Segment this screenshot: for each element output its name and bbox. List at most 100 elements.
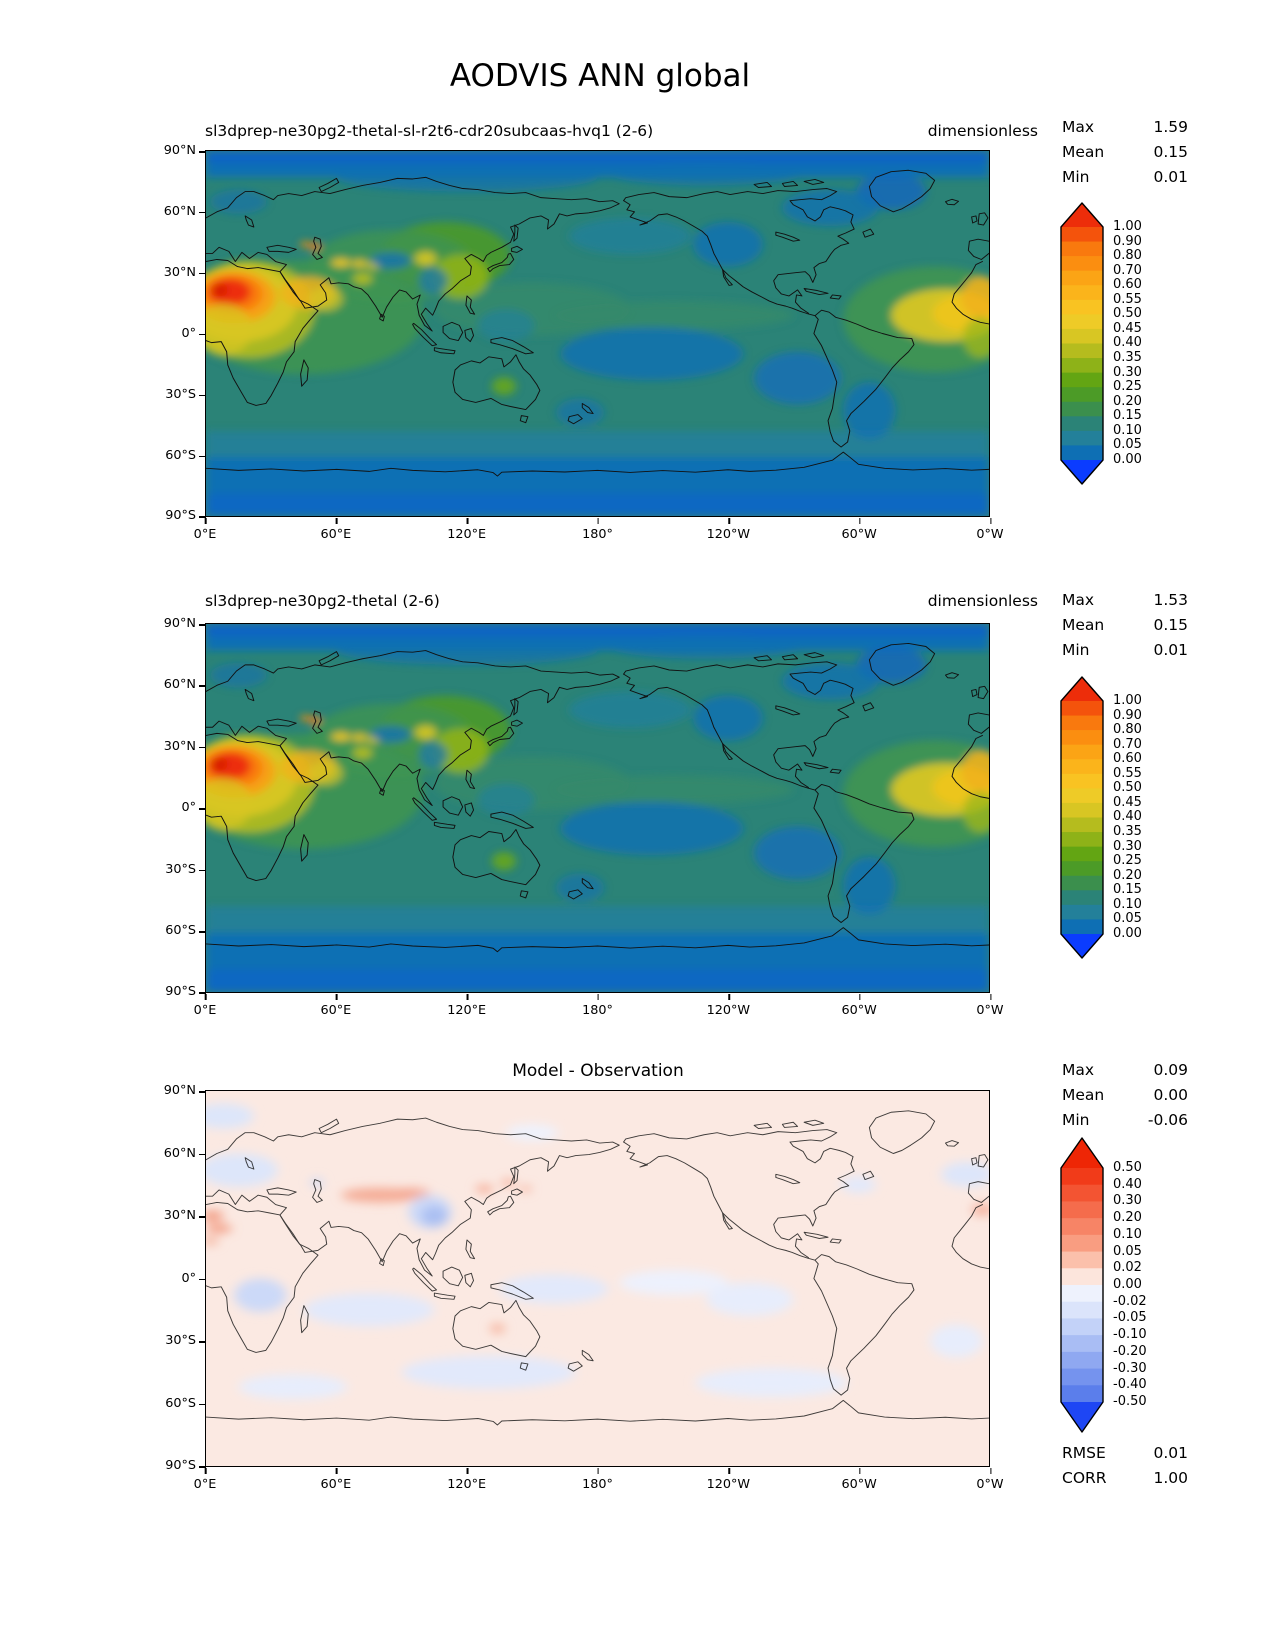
lat-tick-label: 30°S <box>122 862 206 877</box>
lat-tick-label: 30°N <box>122 1208 206 1223</box>
extra-stats-block: RMSE 0.01 CORR 1.00 <box>1062 1441 1188 1491</box>
stat-corr-value: 1.00 <box>1153 1469 1188 1487</box>
colorbar-tick-label: 0.45 <box>1113 794 1142 810</box>
lat-tick-label: 90°N <box>122 1083 206 1098</box>
lat-tick-label: 0° <box>122 326 206 341</box>
lat-tick-label: 30°S <box>122 387 206 402</box>
colorbar-tick-label: 0.00 <box>1113 451 1142 467</box>
lat-tick-label: 60°N <box>122 1146 206 1161</box>
lon-tick-label: 120°W <box>706 518 751 542</box>
stats-block: Max 1.59 Mean 0.15 Min 0.01 <box>1062 115 1188 190</box>
lon-tick-label: 0°E <box>193 1468 217 1492</box>
lon-tick-label: 180° <box>582 1468 613 1492</box>
lat-tick-label: 60°N <box>122 677 206 692</box>
colorbar-tick-label: 0.15 <box>1113 882 1142 898</box>
colorbar-tick-label: -0.02 <box>1113 1293 1147 1309</box>
map-model-1 <box>205 150 990 517</box>
lon-tick-label: 180° <box>582 518 613 542</box>
colorbar-1 <box>1060 202 1104 485</box>
lat-tick-label: 90°N <box>122 143 206 158</box>
lat-tick-label: 30°N <box>122 739 206 754</box>
colorbar-tick-label: 0.50 <box>1113 780 1142 796</box>
lon-tick-label: 0°E <box>193 994 217 1018</box>
lon-tick-label: 60°E <box>320 1468 352 1492</box>
stat-max-value: 1.59 <box>1153 118 1188 136</box>
colorbar-tick-label: 0.50 <box>1113 1160 1142 1175</box>
stat-min-value: -0.06 <box>1147 1111 1188 1129</box>
stat-min-value: 0.01 <box>1153 168 1188 186</box>
colorbar-tick-label: -0.30 <box>1113 1360 1147 1376</box>
colorbar-tick-label: 0.20 <box>1113 867 1142 883</box>
units-label: dimensionless <box>927 122 1038 140</box>
colorbar-tick-label: -0.10 <box>1113 1327 1147 1343</box>
figure-title: AODVIS ANN global <box>449 58 751 94</box>
map-model-2 <box>205 623 990 993</box>
colorbar-tick-label: 0.25 <box>1113 853 1142 869</box>
stat-corr-label: CORR <box>1062 1469 1107 1487</box>
lon-tick-label: 120°E <box>447 1468 487 1492</box>
colorbar-tick-label: 0.05 <box>1113 911 1142 927</box>
colorbar-tick-label: 0.40 <box>1113 809 1142 825</box>
lon-tick-label: 60°W <box>841 518 877 542</box>
lat-tick-label: 90°S <box>122 508 206 523</box>
lat-tick-label: 0° <box>122 1271 206 1286</box>
lon-tick-label: 60°E <box>320 518 352 542</box>
colorbar-tick-label: 0.60 <box>1113 277 1142 293</box>
colorbar-tick-label: 1.00 <box>1113 693 1142 708</box>
stat-mean-value: 0.15 <box>1153 143 1188 161</box>
colorbar-tick-label: 0.60 <box>1113 751 1142 767</box>
lon-tick-label: 0°E <box>193 518 217 542</box>
lon-tick-label: 60°W <box>841 994 877 1018</box>
stat-mean-label: Mean <box>1062 143 1105 161</box>
colorbar-tick-label: 0.45 <box>1113 320 1142 336</box>
lat-tick-label: 0° <box>122 800 206 815</box>
colorbar-tick-label: -0.50 <box>1113 1393 1147 1409</box>
lat-tick-label: 60°S <box>122 1396 206 1411</box>
lon-tick-label: 120°W <box>706 1468 751 1492</box>
lat-tick-label: 90°S <box>122 1458 206 1473</box>
lon-tick-label: 120°E <box>447 518 487 542</box>
lon-tick-label: 60°E <box>320 994 352 1018</box>
colorbar-tick-label: 0.00 <box>1113 925 1142 941</box>
lon-tick-label: 0°W <box>976 1468 1004 1492</box>
subplot-title: sl3dprep-ne30pg2-thetal-sl-r2t6-cdr20sub… <box>205 122 654 140</box>
colorbar-tick-label: -0.05 <box>1113 1310 1147 1326</box>
colorbar-tick-label: 0.50 <box>1113 306 1142 322</box>
colorbar-tick-label: 0.05 <box>1113 1243 1142 1259</box>
stat-max-label: Max <box>1062 1061 1095 1079</box>
colorbar-2 <box>1060 676 1104 959</box>
lat-tick-label: 30°S <box>122 1333 206 1348</box>
lon-tick-label: 60°W <box>841 1468 877 1492</box>
colorbar-tick-label: 0.10 <box>1113 1226 1142 1242</box>
stat-mean-value: 0.00 <box>1153 1086 1188 1104</box>
colorbar-tick-label: 0.35 <box>1113 350 1142 366</box>
colorbar-tick-label: 0.00 <box>1113 1276 1142 1292</box>
colorbar-tick-label: 0.20 <box>1113 1210 1142 1226</box>
colorbar-tick-label: 0.90 <box>1113 707 1142 723</box>
colorbar-tick-label: 0.20 <box>1113 393 1142 409</box>
stat-min-label: Min <box>1062 168 1090 186</box>
colorbar-tick-label: 0.70 <box>1113 736 1142 752</box>
stats-block: Max 1.53 Mean 0.15 Min 0.01 <box>1062 588 1188 663</box>
colorbar-tick-label: 0.55 <box>1113 765 1142 781</box>
stat-min-value: 0.01 <box>1153 641 1188 659</box>
stat-mean-label: Mean <box>1062 1086 1105 1104</box>
colorbar-tick-label: 0.70 <box>1113 262 1142 278</box>
lon-tick-label: 0°W <box>976 518 1004 542</box>
lon-tick-label: 180° <box>582 994 613 1018</box>
colorbar-tick-label: 1.00 <box>1113 219 1142 234</box>
subplot-title: Model - Observation <box>512 1061 684 1081</box>
colorbar-tick-label: -0.40 <box>1113 1377 1147 1393</box>
stat-mean-label: Mean <box>1062 616 1105 634</box>
lat-tick-label: 90°S <box>122 984 206 999</box>
stat-min-label: Min <box>1062 1111 1090 1129</box>
colorbar-tick-label: 0.80 <box>1113 248 1142 264</box>
stat-min-label: Min <box>1062 641 1090 659</box>
map-difference <box>205 1090 990 1467</box>
stat-max-value: 1.53 <box>1153 591 1188 609</box>
lon-tick-label: 120°E <box>447 994 487 1018</box>
colorbar-tick-label: 0.55 <box>1113 291 1142 307</box>
lon-tick-label: 120°W <box>706 994 751 1018</box>
colorbar-tick-label: 0.10 <box>1113 422 1142 438</box>
